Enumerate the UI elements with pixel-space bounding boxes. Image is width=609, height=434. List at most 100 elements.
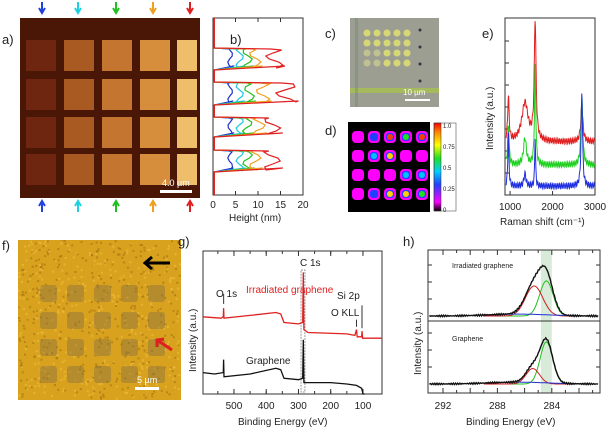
- noise-speck: [61, 361, 64, 364]
- noise-speck: [20, 362, 23, 365]
- noise-speck: [166, 391, 169, 394]
- fit-component-line: [483, 285, 585, 317]
- x-tick-label: 1000: [499, 202, 522, 213]
- noise-speck: [172, 321, 175, 324]
- noise-speck: [39, 242, 42, 245]
- afm-square: [177, 154, 197, 185]
- noise-speck: [130, 306, 133, 309]
- noise-speck: [62, 299, 65, 302]
- noise-speck: [56, 354, 59, 357]
- noise-speck: [41, 263, 44, 266]
- noise-speck: [20, 268, 23, 271]
- noise-speck: [81, 378, 84, 381]
- noise-speck: [37, 382, 40, 385]
- noise-speck: [84, 318, 87, 321]
- noise-speck: [80, 241, 83, 244]
- arrow-down-icon: [112, 2, 120, 15]
- noise-speck: [22, 324, 25, 327]
- noise-speck: [177, 241, 180, 244]
- noise-speck: [146, 366, 149, 369]
- afm-square: [102, 154, 132, 185]
- x-tick-label: 288: [489, 401, 506, 412]
- noise-speck: [125, 324, 128, 327]
- noise-speck: [78, 281, 81, 284]
- noise-speck: [116, 325, 119, 328]
- noise-speck: [95, 298, 98, 301]
- noise-speck: [65, 351, 68, 354]
- noise-speck: [33, 392, 36, 395]
- noise-speck: [103, 387, 106, 390]
- square-dot: [403, 29, 411, 37]
- map-blob: [387, 191, 393, 197]
- noise-speck: [112, 260, 115, 263]
- noise-speck: [165, 255, 168, 258]
- x-tick-label: 500: [226, 401, 243, 412]
- noise-speck: [38, 275, 41, 278]
- noise-speck: [31, 273, 34, 276]
- noise-speck: [146, 326, 149, 329]
- map-blob: [352, 150, 364, 162]
- noise-speck: [137, 281, 140, 284]
- noise-speck: [71, 244, 74, 247]
- noise-speck: [44, 240, 47, 243]
- y-axis-label-e: Intensity (a.u.): [485, 87, 496, 150]
- noise-speck: [37, 339, 40, 342]
- irradiated-square: [148, 366, 165, 383]
- noise-speck: [170, 288, 173, 291]
- noise-speck: [34, 385, 37, 388]
- series-label-irradiated: Irradiated graphene: [246, 285, 334, 296]
- noise-speck: [36, 291, 39, 294]
- noise-speck: [110, 276, 113, 279]
- irradiated-square: [148, 285, 165, 302]
- noise-speck: [59, 330, 62, 333]
- noise-speck: [57, 306, 60, 309]
- noise-speck: [38, 291, 41, 294]
- noise-speck: [58, 303, 61, 306]
- noise-speck: [97, 301, 100, 304]
- noise-speck: [29, 306, 32, 309]
- noise-speck: [55, 346, 58, 349]
- noise-speck: [127, 354, 130, 357]
- noise-speck: [88, 394, 91, 397]
- noise-speck: [138, 371, 141, 374]
- noise-speck: [45, 353, 48, 356]
- noise-speck: [63, 240, 66, 243]
- noise-speck: [80, 269, 83, 272]
- noise-speck: [138, 343, 141, 346]
- noise-speck: [19, 332, 22, 335]
- noise-speck: [92, 376, 95, 379]
- noise-speck: [148, 249, 151, 252]
- noise-speck: [46, 346, 49, 349]
- noise-speck: [25, 250, 28, 253]
- afm-square: [64, 40, 94, 71]
- noise-speck: [172, 336, 175, 339]
- noise-speck: [60, 243, 63, 246]
- noise-speck: [68, 249, 71, 252]
- scale-bar-label: 4.0 µm: [162, 178, 190, 188]
- noise-speck: [175, 298, 178, 301]
- noise-speck: [30, 257, 33, 260]
- noise-speck: [168, 393, 171, 396]
- square-dot: [383, 39, 391, 47]
- noise-speck: [41, 296, 44, 299]
- marker-dot: [418, 79, 422, 83]
- afm-square: [64, 154, 94, 185]
- noise-speck: [58, 333, 61, 336]
- noise-speck: [32, 310, 35, 313]
- noise-speck: [32, 341, 35, 344]
- noise-speck: [39, 268, 42, 271]
- noise-speck: [167, 247, 170, 250]
- noise-speck: [164, 334, 167, 337]
- noise-speck: [133, 340, 136, 343]
- noise-speck: [142, 271, 145, 274]
- x-axis-label-h: Binding Energy (eV): [466, 417, 556, 428]
- noise-speck: [65, 291, 68, 294]
- afm-square: [102, 79, 132, 110]
- noise-speck: [64, 337, 67, 340]
- noise-speck: [20, 379, 23, 382]
- noise-speck: [144, 294, 147, 297]
- noise-speck: [158, 326, 161, 329]
- noise-speck: [100, 308, 103, 311]
- noise-speck: [130, 271, 133, 274]
- noise-speck: [147, 248, 150, 251]
